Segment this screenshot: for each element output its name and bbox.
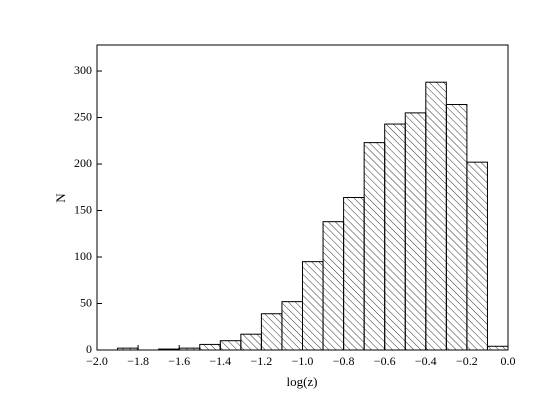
x-tick-label: −1.2 <box>251 354 273 368</box>
bar <box>384 123 406 351</box>
x-tick-label: −1.0 <box>292 354 314 368</box>
bar <box>322 221 345 351</box>
y-tick-label: 50 <box>80 295 92 309</box>
y-tick-label: 100 <box>74 249 92 263</box>
x-tick-label: 0.0 <box>501 354 516 368</box>
x-tick-label: −0.8 <box>333 354 355 368</box>
y-tick-label: 200 <box>74 156 92 170</box>
bar <box>199 343 221 351</box>
x-tick-label: −1.6 <box>168 354 190 368</box>
x-tick-label: −0.6 <box>374 354 396 368</box>
x-tick-label: −0.2 <box>456 354 478 368</box>
bar <box>425 81 447 351</box>
bar <box>404 112 427 351</box>
y-tick-label: 150 <box>74 202 92 216</box>
x-tick-label: −1.4 <box>209 354 231 368</box>
x-tick-label: −0.4 <box>415 354 437 368</box>
bar <box>240 333 262 351</box>
bar <box>302 261 324 351</box>
bar <box>219 340 242 351</box>
y-tick-label: 300 <box>74 63 92 77</box>
x-tick-label: −1.8 <box>127 354 149 368</box>
y-axis-label: N <box>53 193 68 203</box>
y-tick-label: 250 <box>74 109 92 123</box>
y-tick-label: 0 <box>86 342 92 356</box>
bar <box>343 197 365 351</box>
bar <box>486 345 509 351</box>
bar <box>466 161 488 351</box>
bar <box>445 104 468 351</box>
bar <box>281 301 304 351</box>
x-tick-label: −2.0 <box>86 354 108 368</box>
x-axis-label: log(z) <box>286 374 317 389</box>
bar <box>363 142 386 351</box>
bar <box>260 313 283 351</box>
